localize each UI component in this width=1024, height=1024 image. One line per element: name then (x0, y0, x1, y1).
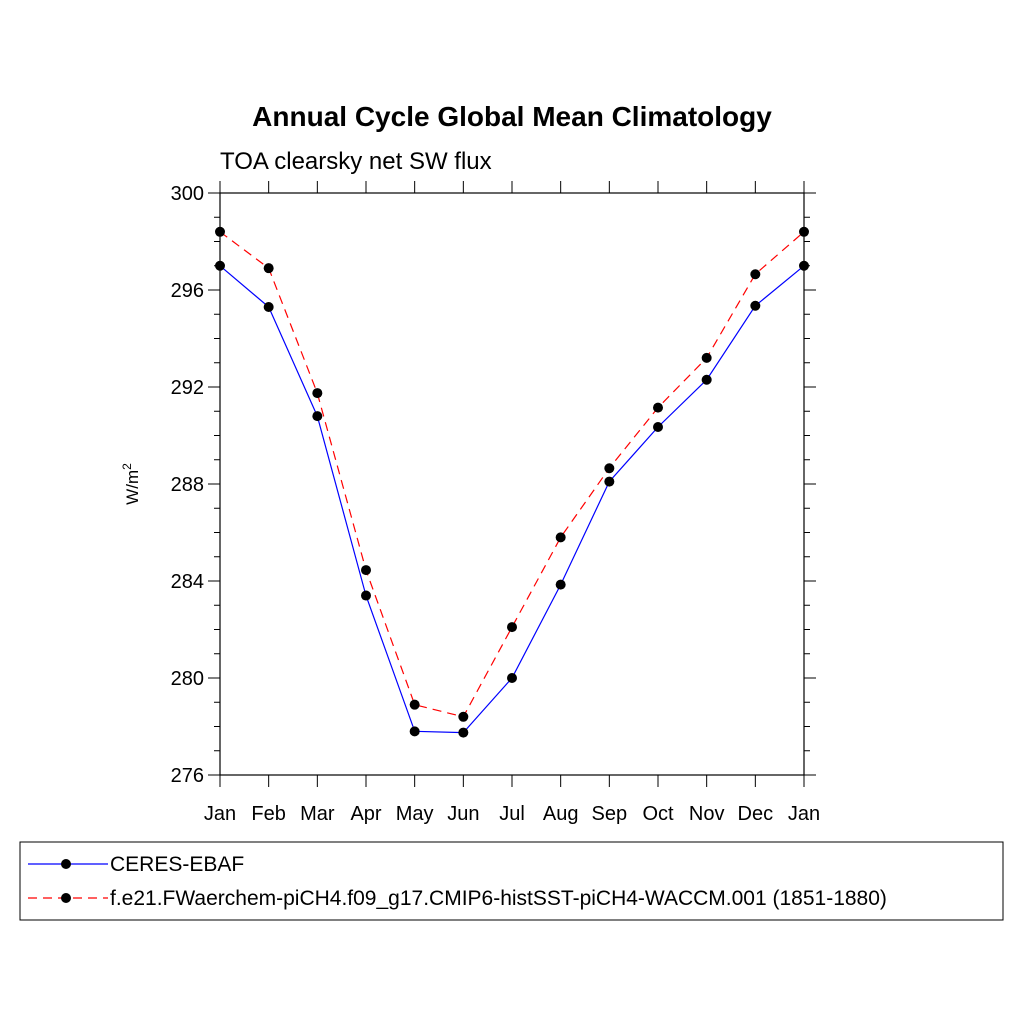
chart-title: Annual Cycle Global Mean Climatology (252, 101, 772, 132)
data-point (409, 699, 420, 710)
data-point (653, 402, 663, 413)
data-point (263, 301, 274, 312)
legend-item-2: f.e21.FWaerchem-piCH4.f09_g17.CMIP6-hist… (28, 887, 887, 910)
x-tick-label: Mar (300, 803, 335, 825)
series-2 (215, 226, 809, 722)
x-tick-labels: Jan Feb Mar Apr May Jun Jul Aug Sep Oct Nov Dec Jan (204, 803, 820, 825)
legend-marker (61, 893, 71, 903)
axis-ticks (208, 181, 816, 787)
data-point (312, 411, 323, 422)
y-tick-labels: 276 280 284 288 292 296 300 (171, 183, 204, 787)
data-point (799, 260, 809, 271)
y-tick-label: 292 (171, 377, 204, 399)
data-point (653, 422, 663, 433)
x-tick-label: Apr (350, 803, 381, 825)
chart-subtitle: TOA clearsky net SW flux (220, 148, 492, 175)
svg-text:W/m2: W/m2 (120, 463, 142, 505)
x-tick-label: May (396, 803, 434, 825)
x-tick-label: Oct (642, 803, 674, 825)
data-point (312, 388, 323, 399)
y-axis-label-superscript: 2 (120, 463, 134, 470)
data-point (361, 590, 371, 601)
legend: CERES-EBAF f.e21.FWaerchem-piCH4.f09_g17.… (28, 853, 887, 910)
data-point (799, 226, 809, 237)
data-point (750, 269, 761, 280)
data-point (507, 673, 517, 683)
y-tick-label: 280 (171, 668, 204, 690)
data-point (555, 532, 566, 543)
plot-frame (219, 192, 805, 776)
y-tick-label: 300 (171, 183, 204, 205)
legend-label: CERES-EBAF (110, 853, 244, 876)
x-tick-label: Nov (689, 803, 725, 825)
data-point (701, 374, 712, 385)
data-point (263, 263, 274, 274)
series-1 (215, 260, 809, 738)
x-tick-label: Sep (592, 803, 628, 825)
data-point (215, 260, 225, 271)
y-tick-label: 288 (171, 474, 204, 496)
legend-label: f.e21.FWaerchem-piCH4.f09_g17.CMIP6-hist… (110, 887, 887, 910)
x-tick-label: Jul (499, 803, 525, 825)
x-tick-label: Feb (251, 803, 285, 825)
legend-box (19, 841, 1004, 921)
x-tick-label: Jan (204, 803, 236, 825)
y-axis-label: W/m2 (120, 463, 142, 505)
legend-marker (61, 859, 71, 869)
data-point (409, 726, 420, 737)
series-line (219, 265, 805, 734)
series-line (219, 231, 805, 718)
y-tick-label: 276 (171, 765, 204, 787)
x-tick-label: Dec (738, 803, 774, 825)
data-point (604, 463, 615, 474)
y-axis-label-text: W/m (123, 470, 142, 505)
series-layer (215, 226, 809, 738)
x-tick-label: Jun (447, 803, 479, 825)
y-tick-label: 296 (171, 280, 204, 302)
data-point (750, 300, 761, 311)
data-point (701, 352, 712, 363)
data-point (361, 565, 371, 576)
x-tick-label: Jan (788, 803, 820, 825)
data-point (458, 727, 469, 738)
data-point (507, 622, 517, 633)
y-tick-label: 284 (171, 571, 204, 593)
data-point (555, 579, 566, 590)
x-tick-label: Aug (543, 803, 579, 825)
data-point (215, 226, 225, 237)
data-point (604, 476, 615, 487)
data-point (458, 711, 469, 722)
legend-item-1: CERES-EBAF (28, 853, 244, 876)
